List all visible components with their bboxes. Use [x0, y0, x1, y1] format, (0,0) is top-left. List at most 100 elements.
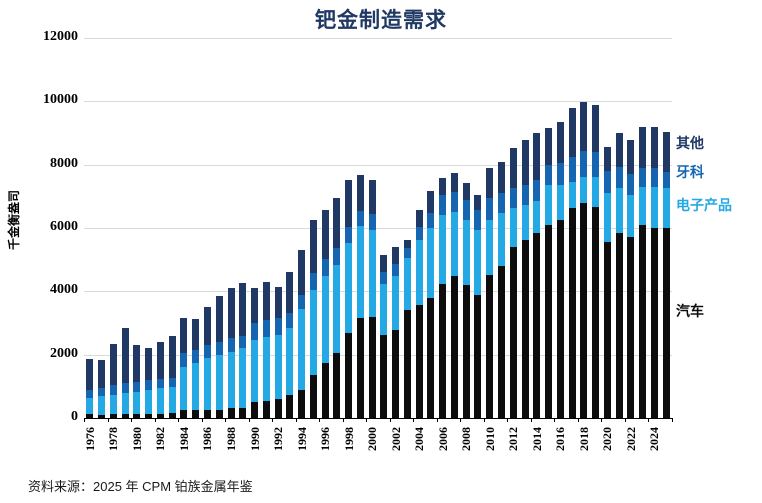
bar-segment	[203, 306, 211, 346]
bar-segment	[274, 398, 282, 418]
bar-segment	[380, 254, 388, 272]
bar-segment	[521, 185, 529, 206]
bar-segment	[639, 186, 647, 225]
bar-segment	[251, 288, 259, 324]
x-tick-mark	[648, 418, 650, 422]
bar-segment	[262, 320, 270, 337]
gridline-4000	[84, 291, 672, 293]
bar-1979	[121, 328, 129, 418]
bar-1993	[286, 271, 294, 418]
bar-1986	[203, 306, 211, 418]
bar-segment	[545, 184, 553, 225]
bar-segment	[639, 225, 647, 418]
bar-segment	[98, 360, 106, 389]
bar-2001	[380, 254, 388, 418]
x-tick-label-2000: 2000	[365, 427, 380, 451]
bar-segment	[239, 348, 247, 408]
bar-1982	[156, 341, 164, 418]
bar-segment	[215, 296, 223, 342]
bar-1987	[215, 296, 223, 418]
bar-segment	[309, 220, 317, 273]
bar-segment	[251, 339, 259, 402]
bar-segment	[227, 408, 235, 418]
bar-segment	[86, 413, 94, 418]
bar-segment	[427, 213, 435, 229]
bar-segment	[86, 359, 94, 390]
bar-2023	[639, 127, 647, 418]
x-tick-mark	[530, 418, 532, 422]
bar-segment	[333, 353, 341, 418]
bar-1981	[145, 348, 153, 418]
bar-1999	[356, 174, 364, 418]
x-tick-label-1986: 1986	[200, 427, 215, 451]
bar-segment	[145, 380, 153, 390]
x-tick-label-1990: 1990	[247, 427, 262, 451]
bar-segment	[580, 203, 588, 418]
bar-segment	[615, 132, 623, 167]
bar-segment	[98, 396, 106, 416]
bar-segment	[439, 215, 447, 285]
x-tick-mark	[413, 418, 415, 422]
bar-segment	[133, 345, 141, 382]
bar-segment	[156, 388, 164, 414]
bar-segment	[227, 338, 235, 352]
bar-segment	[627, 140, 635, 175]
x-tick-mark	[577, 418, 579, 422]
x-tick-mark	[672, 418, 673, 422]
x-tick-label-1976: 1976	[82, 427, 97, 451]
bar-segment	[627, 236, 635, 418]
bar-segment	[580, 151, 588, 177]
bar-1994	[298, 250, 306, 418]
x-axis-line	[84, 418, 673, 419]
bar-segment	[356, 318, 364, 418]
bar-segment	[427, 298, 435, 418]
bar-segment	[180, 318, 188, 354]
bar-segment	[603, 146, 611, 172]
bar-segment	[592, 206, 600, 418]
bar-segment	[345, 226, 353, 244]
x-tick-mark	[601, 418, 603, 422]
y-tick-label-8000: 8000	[50, 155, 78, 171]
bar-segment	[109, 343, 117, 385]
bar-segment	[286, 312, 294, 329]
bar-segment	[180, 366, 188, 411]
bar-segment	[568, 156, 576, 182]
bar-segment	[603, 193, 611, 242]
bar-segment	[603, 171, 611, 194]
x-tick-mark	[483, 418, 485, 422]
bar-1980	[133, 345, 141, 418]
bar-2019	[592, 104, 600, 418]
bar-segment	[650, 186, 658, 228]
bar-2015	[545, 128, 553, 418]
bar-segment	[298, 294, 306, 310]
bar-segment	[462, 182, 470, 200]
bar-segment	[533, 180, 541, 201]
bar-segment	[368, 214, 376, 230]
bar-1989	[239, 283, 247, 418]
legend-label-electronics: 电子产品	[676, 199, 732, 214]
bar-1992	[274, 286, 282, 418]
x-tick-label-2016: 2016	[553, 427, 568, 451]
bar-segment	[121, 383, 129, 394]
x-tick-label-2008: 2008	[459, 427, 474, 451]
bar-segment	[556, 219, 564, 418]
bar-segment	[168, 413, 176, 418]
bar-segment	[333, 264, 341, 354]
bar-segment	[321, 209, 329, 260]
bar-segment	[274, 286, 282, 319]
bar-segment	[486, 168, 494, 199]
bar-segment	[392, 263, 400, 277]
bar-segment	[168, 386, 176, 414]
bar-1997	[333, 198, 341, 418]
bar-2009	[474, 195, 482, 418]
x-tick-mark	[624, 418, 626, 422]
x-tick-mark	[225, 418, 227, 422]
bar-segment	[650, 228, 658, 418]
x-tick-mark	[178, 418, 180, 422]
bar-segment	[227, 351, 235, 409]
bar-segment	[98, 388, 106, 397]
source-note: 资料来源：2025 年 CPM 铂族金属年鉴	[28, 479, 253, 494]
bar-segment	[533, 232, 541, 418]
bar-1976	[86, 359, 94, 418]
x-tick-label-2024: 2024	[647, 427, 662, 451]
